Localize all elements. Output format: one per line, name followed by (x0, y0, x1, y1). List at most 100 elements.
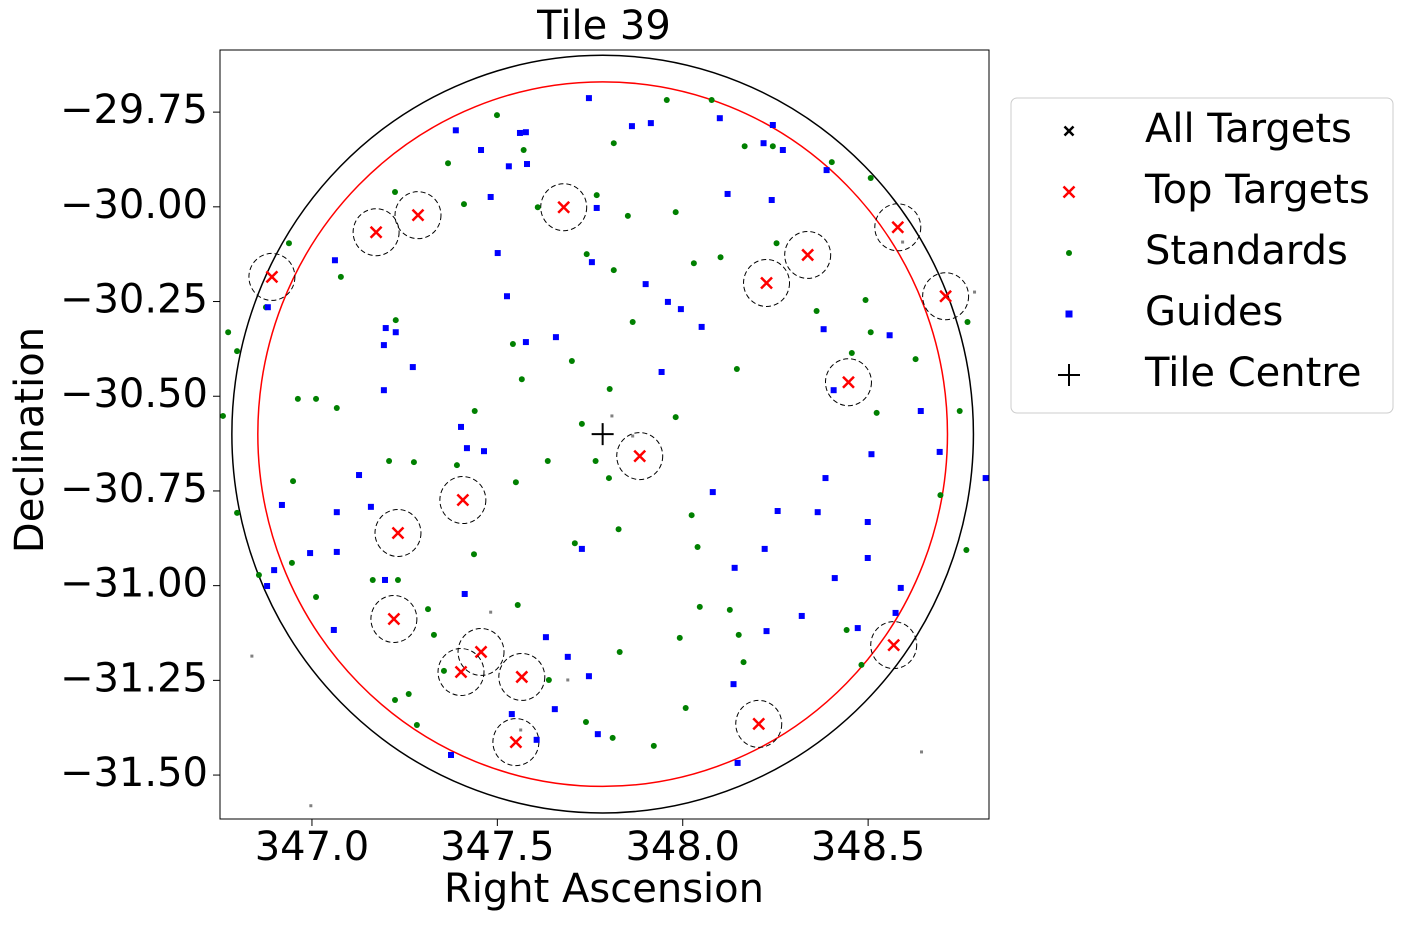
marker-square (330, 626, 337, 633)
marker-dot (234, 509, 241, 516)
marker-square (886, 332, 893, 339)
marker-dot (676, 634, 683, 641)
marker-dot (610, 267, 617, 274)
marker-dot (592, 458, 599, 465)
marker-dot (545, 676, 552, 683)
marker-square (307, 550, 314, 557)
marker-square (698, 323, 705, 330)
marker-dot (858, 661, 865, 668)
marker-dot (509, 340, 516, 347)
marker-square (734, 759, 741, 766)
marker-square (820, 326, 827, 333)
marker-dot (606, 386, 613, 393)
marker-square (508, 711, 515, 718)
legend-marker (1066, 250, 1072, 256)
y-tick-label: −30.00 (60, 182, 208, 228)
marker-dot (369, 576, 376, 583)
target-circle (735, 699, 783, 748)
marker-square (982, 475, 989, 482)
marker-square (768, 197, 775, 204)
marker-dot (386, 458, 393, 465)
marker-dot (392, 317, 399, 324)
marker-x (939, 289, 953, 303)
marker-square (551, 706, 558, 713)
marker-square (382, 325, 389, 332)
marker-dot (255, 572, 262, 579)
marker-dot (615, 526, 622, 533)
marker-square (552, 334, 559, 341)
marker-dot (405, 690, 412, 697)
marker-dot (520, 147, 527, 154)
marker-x (456, 493, 470, 507)
marker-dot (663, 97, 670, 104)
marker-dot (862, 297, 869, 304)
marker-plus (591, 423, 614, 446)
marker-dot (708, 97, 715, 104)
marker-dot (440, 667, 447, 674)
marker-dot (582, 719, 589, 726)
marker-square (731, 564, 738, 571)
target-circle (439, 476, 487, 525)
marker-square (823, 167, 830, 174)
marker-square (647, 120, 654, 127)
marker-dot (288, 559, 295, 566)
marker-square (516, 129, 523, 136)
marker-dot (571, 540, 578, 547)
marker-dot (740, 659, 747, 666)
marker-square (522, 129, 529, 136)
marker-small (610, 414, 614, 418)
marker-square (936, 448, 943, 455)
marker-dot (337, 273, 344, 280)
marker-x (633, 449, 647, 463)
marker-small (973, 290, 977, 294)
marker-square (452, 127, 459, 134)
marker-square (542, 634, 549, 641)
marker-dot (220, 412, 226, 419)
marker-small (309, 804, 313, 808)
marker-x (515, 670, 529, 684)
marker-square (524, 161, 531, 168)
target-circle (784, 230, 832, 279)
marker-square (831, 575, 838, 582)
legend-label: Top Targets (1144, 167, 1370, 213)
marker-square (716, 115, 723, 122)
marker-square (724, 190, 731, 197)
marker-square (588, 259, 595, 266)
marker-dot (688, 512, 695, 519)
marker-dot (430, 631, 437, 638)
tile-circle (257, 81, 949, 788)
marker-square (564, 653, 571, 660)
marker-square (892, 609, 899, 616)
y-tick-label: −31.25 (60, 655, 208, 701)
marker-square (628, 123, 635, 130)
marker-small (901, 240, 905, 244)
marker-x (369, 225, 383, 239)
marker-square (461, 590, 468, 597)
target-circle (870, 621, 918, 670)
marker-square (642, 281, 649, 288)
marker-dot (225, 329, 232, 336)
marker-square (897, 584, 904, 591)
marker-square (585, 95, 592, 102)
marker-dot (616, 648, 623, 655)
marker-square (278, 501, 285, 508)
marker-square (381, 576, 388, 583)
marker-small (250, 654, 254, 658)
marker-dot (963, 547, 970, 554)
marker-dot (534, 204, 541, 211)
marker-square (478, 147, 485, 154)
marker-small (631, 434, 635, 438)
marker-dot (867, 175, 874, 182)
plot-area (220, 54, 989, 814)
legend-marker (1062, 185, 1076, 199)
marker-dot (578, 420, 585, 427)
marker-dot (682, 705, 689, 712)
marker-square (730, 681, 737, 688)
marker-dot (392, 189, 399, 196)
marker-dot (413, 722, 420, 729)
marker-dot (512, 479, 519, 486)
marker-small (566, 678, 570, 682)
target-circle (922, 272, 970, 321)
marker-x (557, 200, 571, 214)
